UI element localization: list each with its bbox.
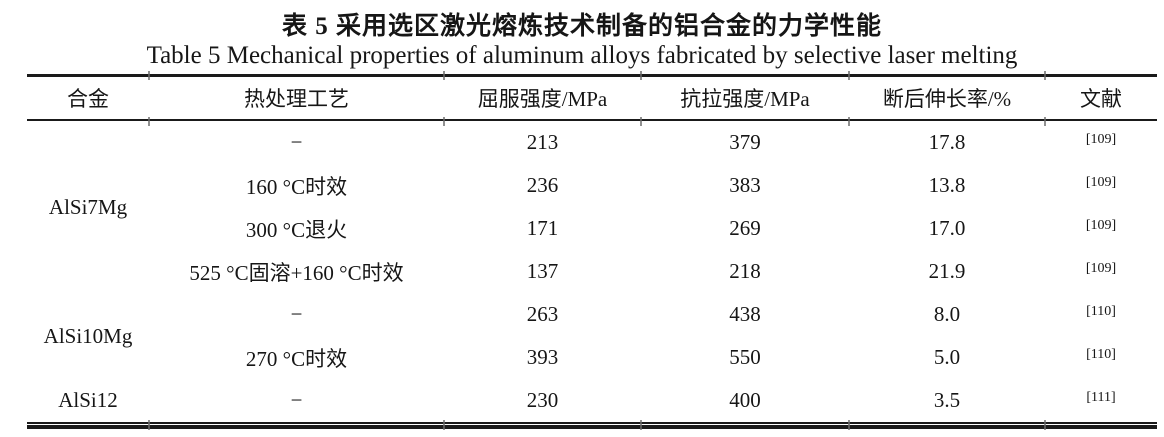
reference-citation: [109] (1085, 132, 1117, 147)
reference-citation: [110] (1086, 347, 1116, 362)
col-header-reference: 文献 (1045, 75, 1157, 121)
cell-yield-strength: 393 (526, 345, 559, 369)
cell-heat-treatment: − (290, 130, 303, 154)
table-row: AlSi10Mg − 263 438 8.0 [110] (27, 293, 1157, 348)
rule-tick-artifact (443, 117, 445, 126)
cell-elongation: 3.5 (933, 388, 961, 412)
reference-citation: [109] (1085, 175, 1117, 190)
cell-elongation: 21.9 (928, 259, 966, 283)
rule-tick-artifact (443, 420, 445, 430)
rule-tick-artifact (848, 420, 850, 430)
table-5: 合金 热处理工艺 屈服强度/MPa 抗拉强度/MPa 断后伸长率/% 文献 Al… (27, 74, 1157, 422)
col-header-heat-treatment: 热处理工艺 (149, 75, 444, 121)
table-caption-en: Table 5 Mechanical properties of aluminu… (146, 42, 1018, 69)
table-header-row: 合金 热处理工艺 屈服强度/MPa 抗拉强度/MPa 断后伸长率/% 文献 (27, 75, 1157, 121)
cell-tensile-strength: 379 (729, 130, 761, 154)
rule-tick-artifact (1044, 71, 1046, 80)
cell-yield-strength: 263 (526, 302, 559, 326)
cell-heat-treatment: 300 °C退火 (245, 217, 348, 242)
cell-tensile-strength: 438 (729, 302, 761, 326)
rule-tick-artifact (148, 420, 150, 430)
cell-tensile-strength: 218 (729, 259, 761, 283)
table-row: 525 °C固溶+160 °C时效 137 218 21.9 [109] (27, 250, 1157, 293)
col-header-tensile-strength: 抗拉强度/MPa (641, 75, 849, 121)
cell-elongation: 17.8 (928, 130, 966, 154)
cell-tensile-strength: 400 (729, 388, 761, 412)
rule-tick-artifact (640, 117, 642, 126)
reference-citation: [111] (1086, 390, 1116, 405)
cell-alloy: AlSi10Mg (43, 323, 133, 348)
table-caption-zh: 表 5 采用选区激光熔炼技术制备的铝合金的力学性能 (281, 13, 882, 40)
cell-reference: [109] (1045, 207, 1157, 250)
cell-elongation: 17.0 (928, 216, 966, 240)
cell-reference: [109] (1045, 164, 1157, 207)
cell-yield-strength: 137 (526, 259, 559, 283)
cell-yield-strength: 230 (526, 388, 559, 412)
cell-heat-treatment: − (290, 302, 303, 326)
cell-reference: [111] (1045, 379, 1157, 422)
cell-elongation: 5.0 (933, 345, 961, 369)
cell-alloy: AlSi7Mg (48, 194, 128, 219)
table-row: AlSi12 − 230 400 3.5 [111] (27, 379, 1157, 422)
cell-reference: [109] (1045, 250, 1157, 293)
cell-yield-strength: 171 (526, 216, 559, 240)
cell-elongation: 13.8 (928, 173, 966, 197)
cell-yield-strength: 213 (526, 130, 559, 154)
table-row: AlSi7Mg − 213 379 17.8 [109] (27, 120, 1157, 219)
table-bottom-rule (27, 422, 1157, 429)
cell-reference: [109] (1045, 120, 1157, 164)
rule-tick-artifact (848, 117, 850, 126)
cell-elongation: 8.0 (933, 302, 961, 326)
cell-yield-strength: 236 (526, 173, 559, 197)
table-row: 300 °C退火 171 269 17.0 [109] (27, 207, 1157, 250)
table-row: 160 °C时效 236 383 13.8 [109] (27, 164, 1157, 207)
cell-heat-treatment: 270 °C时效 (245, 346, 348, 371)
cell-tensile-strength: 269 (729, 216, 761, 240)
col-header-yield-strength: 屈服强度/MPa (444, 75, 641, 121)
rule-tick-artifact (443, 71, 445, 80)
mechanical-properties-table: 合金 热处理工艺 屈服强度/MPa 抗拉强度/MPa 断后伸长率/% 文献 Al… (27, 71, 1157, 430)
cell-heat-treatment: − (290, 388, 303, 412)
cell-tensile-strength: 383 (729, 173, 761, 197)
cell-heat-treatment: 160 °C时效 (245, 174, 348, 199)
rule-tick-artifact (640, 71, 642, 80)
rule-tick-artifact (1044, 117, 1046, 126)
cell-heat-treatment: 525 °C固溶+160 °C时效 (189, 260, 404, 285)
cell-reference: [110] (1045, 336, 1157, 379)
reference-citation: [109] (1085, 218, 1117, 233)
col-header-alloy: 合金 (27, 75, 149, 121)
rule-tick-artifact (148, 117, 150, 126)
rule-tick-artifact (848, 71, 850, 80)
reference-citation: [110] (1086, 304, 1116, 319)
cell-reference: [110] (1045, 293, 1157, 336)
rule-tick-artifact (148, 71, 150, 80)
rule-tick-artifact (640, 420, 642, 430)
reference-citation: [109] (1085, 261, 1117, 276)
cell-alloy: AlSi12 (58, 388, 118, 412)
table-row: 270 °C时效 393 550 5.0 [110] (27, 336, 1157, 379)
col-header-elongation: 断后伸长率/% (849, 75, 1045, 121)
cell-tensile-strength: 550 (729, 345, 761, 369)
rule-tick-artifact (1044, 420, 1046, 430)
